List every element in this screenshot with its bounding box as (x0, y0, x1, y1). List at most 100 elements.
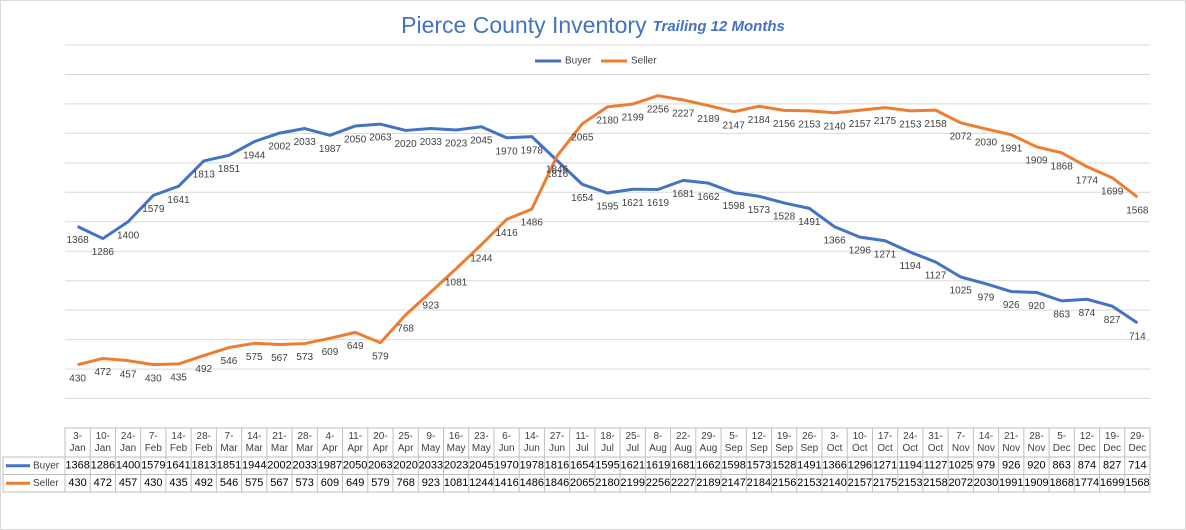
x-tick-label: 4-Apr (322, 431, 338, 454)
x-tick-label-line: 10- (96, 431, 110, 442)
x-tick-label-line: Mar (246, 443, 264, 454)
table-cell: 714 (1128, 460, 1146, 472)
data-label: 1621 (622, 198, 645, 209)
x-tick-label-line: 7- (149, 431, 158, 442)
data-label: 1970 (495, 146, 518, 157)
x-tick-label: 22-Aug (674, 431, 692, 454)
table-cell: 1774 (1075, 477, 1099, 489)
data-label: 2023 (445, 139, 468, 150)
x-tick-label: 19-Sep (775, 431, 793, 454)
data-label: 714 (1129, 331, 1146, 342)
x-tick-label-line: Nov (1002, 443, 1020, 454)
table-cell: 2256 (646, 477, 670, 489)
x-tick-label: 31-Oct (928, 431, 944, 454)
legend-label: Seller (631, 56, 657, 67)
x-tick-label-line: Apr (373, 443, 389, 454)
x-tick-label-line: 6- (502, 431, 511, 442)
x-tick-label-line: Dec (1103, 443, 1121, 454)
data-label: 1081 (445, 277, 468, 288)
table-cell: 1641 (166, 460, 190, 472)
x-tick-label-line: 20- (373, 431, 387, 442)
x-tick-label: 5-Dec (1053, 431, 1071, 454)
x-tick-label-line: 7- (225, 431, 234, 442)
x-tick-label: 8-Aug (649, 431, 667, 454)
x-tick-label: 26-Sep (800, 431, 818, 454)
data-label: 1619 (647, 198, 670, 209)
data-label: 863 (1053, 310, 1070, 321)
x-tick-label-line: 10- (853, 431, 867, 442)
data-label: 1296 (849, 246, 872, 257)
table-cell: 2147 (721, 477, 745, 489)
table-cell: 1366 (822, 460, 846, 472)
x-tick-label-line: Dec (1128, 443, 1146, 454)
x-tick-label-line: 28- (1029, 431, 1043, 442)
x-tick-label-line: 19- (777, 431, 791, 442)
table-cell: 827 (1103, 460, 1121, 472)
data-label: 926 (1003, 300, 1020, 311)
table-cell: 2157 (848, 477, 872, 489)
data-label: 768 (397, 324, 414, 335)
table-cell: 2180 (595, 477, 619, 489)
x-tick-label-line: 22- (676, 431, 690, 442)
x-tick-label: 25-Jul (626, 431, 640, 454)
x-tick-label: 28-Feb (195, 431, 213, 454)
x-tick-label-line: Feb (170, 443, 188, 454)
x-tick-label-line: 14- (247, 431, 261, 442)
data-label: 1598 (723, 201, 746, 212)
table-cell: 2020 (393, 460, 417, 472)
table-cell: 546 (220, 477, 238, 489)
table-row-label: Seller (33, 478, 59, 489)
table-cell: 1368 (65, 460, 89, 472)
data-label: 457 (120, 369, 137, 380)
chart-subtitle: Trailing 12 Months (653, 18, 785, 35)
x-tick-label-line: May (421, 443, 440, 454)
x-tick-label-line: Jun (499, 443, 515, 454)
x-tick-label: 21-Mar (271, 431, 289, 454)
data-label: 2147 (723, 120, 746, 131)
x-tick-label: 12-Sep (750, 431, 768, 454)
x-tick-label-line: Nov (1028, 443, 1046, 454)
data-label: 2157 (849, 119, 872, 130)
data-label: 1568 (1126, 206, 1149, 217)
x-tick-label-line: 3- (830, 431, 839, 442)
x-tick-label: 20-Apr (373, 431, 389, 454)
data-label: 2002 (268, 142, 291, 153)
data-label: 2199 (622, 113, 645, 124)
table-cell: 2072 (949, 477, 973, 489)
data-label: 2256 (647, 104, 670, 115)
x-tick-label-line: 23- (474, 431, 488, 442)
data-label: 609 (322, 347, 339, 358)
table-cell: 435 (169, 477, 187, 489)
x-tick-label: 10-Oct (852, 431, 868, 454)
x-tick-label-line: 21- (272, 431, 286, 442)
x-tick-label: 3-Jan (70, 431, 86, 454)
data-label: 1868 (1051, 161, 1074, 172)
data-label: 1909 (1025, 155, 1048, 166)
table-cell: 979 (977, 460, 995, 472)
x-tick-label-line: 14- (525, 431, 539, 442)
table-cell: 609 (321, 477, 339, 489)
x-tick-label: 19-Dec (1103, 431, 1121, 454)
x-tick-label-line: 7- (956, 431, 965, 442)
table-cell: 2199 (620, 477, 644, 489)
x-tick-label-line: Feb (145, 443, 163, 454)
x-tick-label: 12-Dec (1078, 431, 1096, 454)
x-tick-label: 29-Dec (1128, 431, 1146, 454)
data-label: 2033 (420, 137, 443, 148)
data-label: 1271 (874, 249, 897, 260)
data-label: 1944 (243, 150, 266, 161)
table-cell: 1846 (545, 477, 569, 489)
table-cell: 1944 (242, 460, 266, 472)
x-tick-label-line: 5- (1057, 431, 1066, 442)
data-label: 430 (145, 373, 162, 384)
table-cell: 579 (371, 477, 389, 489)
x-tick-label-line: Jan (70, 443, 86, 454)
data-label: 1025 (950, 286, 973, 297)
table-cell: 1271 (873, 460, 897, 472)
table-cell: 1296 (848, 460, 872, 472)
data-label: 1486 (521, 218, 544, 229)
table-cell: 472 (94, 477, 112, 489)
data-label: 979 (978, 292, 995, 303)
table-cell: 2153 (797, 477, 821, 489)
